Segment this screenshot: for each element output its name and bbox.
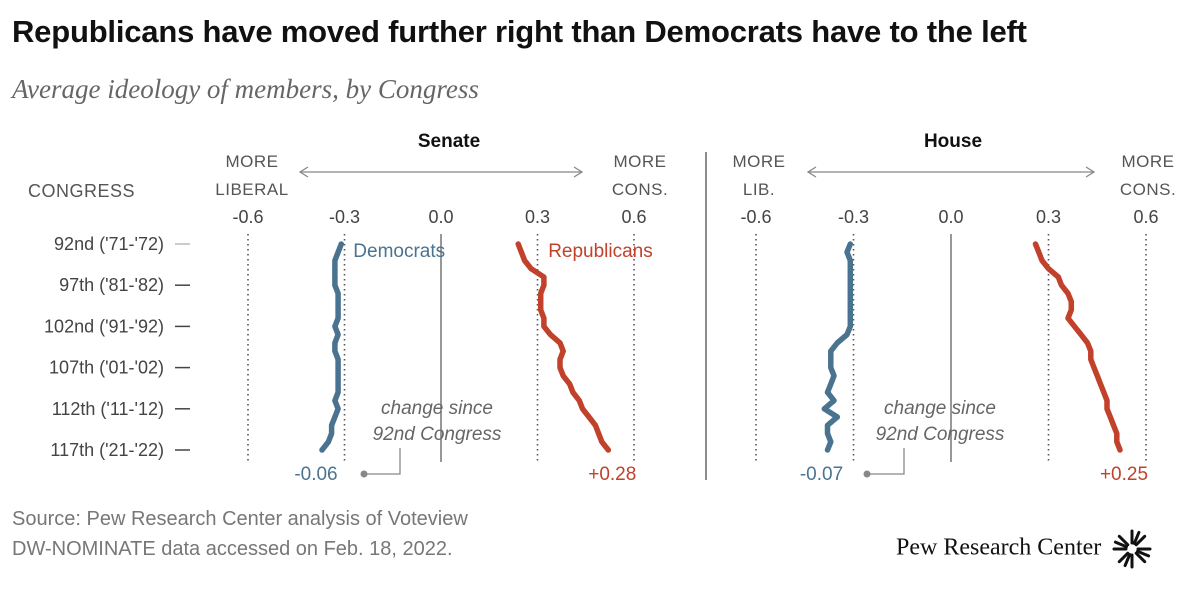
house-panel-title: House	[924, 131, 982, 152]
congress-tick-label: 97th ('81-'82)	[59, 275, 164, 295]
house-annotation-line-0: change since	[884, 398, 996, 419]
house-change-label-democrats: -0.07	[800, 464, 843, 485]
senate-series-label-republicans: Republicans	[548, 241, 653, 262]
pew-logo: Pew Research Center	[896, 528, 1153, 570]
congress-axis-label: CONGRESS	[28, 181, 135, 201]
senate-tick-label: -0.6	[232, 207, 263, 227]
senate-panel-title: Senate	[418, 131, 480, 152]
brand-name: Pew Research Center	[896, 534, 1102, 561]
source-note: Source: Pew Research Center analysis of …	[12, 504, 468, 564]
house-xlabel-left-0: MORE	[733, 152, 786, 171]
sunburst-icon	[1112, 529, 1152, 569]
senate-annotation-line-1: 92nd Congress	[373, 424, 502, 445]
source-line-2: DW-NOMINATE data accessed on Feb. 18, 20…	[12, 538, 453, 560]
house-tick-label: 0.6	[1133, 207, 1158, 227]
senate-annotation-leader	[364, 448, 401, 475]
house-tick-label: 0.3	[1036, 207, 1061, 227]
senate-xlabel-right-0: MORE	[614, 152, 667, 171]
senate-tick-label: -0.3	[329, 207, 360, 227]
senate-arrow-right-head	[573, 166, 584, 178]
senate-series-republicans	[515, 241, 612, 453]
chart-area: Senate MORE LIBERAL MORE CONS. -0.6 -0.3 0.0 0.3…	[28, 131, 1176, 485]
congress-tick-label: 107th ('01-'02)	[49, 358, 164, 378]
house-xlabel-right-0: MORE	[1122, 152, 1175, 171]
chart-subtitle: Average ideology of members, by Congress	[12, 74, 479, 104]
house-arrow-right-head	[1085, 166, 1096, 178]
congress-tick-label: 92nd ('71-'72)	[54, 234, 164, 254]
house-series-republicans	[1032, 241, 1123, 453]
senate-tick-label: 0.6	[621, 207, 646, 227]
senate-xlabel-left-1: LIBERAL	[215, 180, 288, 199]
source-line-1: Source: Pew Research Center analysis of …	[12, 508, 468, 530]
senate-tick-label: 0.0	[428, 207, 453, 227]
house-xlabel-left-1: LIB.	[743, 180, 775, 199]
house-arrow-left-head	[806, 166, 817, 178]
senate-change-label-republicans: +0.28	[588, 464, 636, 485]
senate-annotation-dot	[360, 470, 368, 478]
chart-title: Republicans have moved further right tha…	[12, 14, 1027, 49]
house-annotation-leader	[867, 448, 905, 475]
senate-xlabel-left-0: MORE	[226, 152, 279, 171]
senate-tick-label: 0.3	[525, 207, 550, 227]
senate-xlabel-right-1: CONS.	[612, 180, 668, 199]
congress-tick-label: 102nd ('91-'92)	[44, 316, 164, 336]
house-change-label-republicans: +0.25	[1100, 464, 1148, 485]
senate-arrow-left-head	[298, 166, 309, 178]
house-annotation-dot	[863, 470, 871, 478]
house-tick-label: -0.6	[740, 207, 771, 227]
senate-series-label-democrats: Democrats	[353, 241, 445, 262]
senate-change-label-democrats: -0.06	[294, 464, 337, 485]
senate-annotation-line-0: change since	[381, 398, 493, 419]
house-tick-label: 0.0	[938, 207, 963, 227]
congress-tick-label: 117th ('21-'22)	[50, 440, 164, 460]
house-annotation-line-1: 92nd Congress	[876, 424, 1005, 445]
house-series-democrats	[821, 241, 854, 453]
congress-tick-label: 112th ('11-'12)	[52, 399, 164, 419]
house-xlabel-right-1: CONS.	[1120, 180, 1176, 199]
senate-series-democrats	[319, 241, 345, 453]
house-tick-label: -0.3	[838, 207, 869, 227]
